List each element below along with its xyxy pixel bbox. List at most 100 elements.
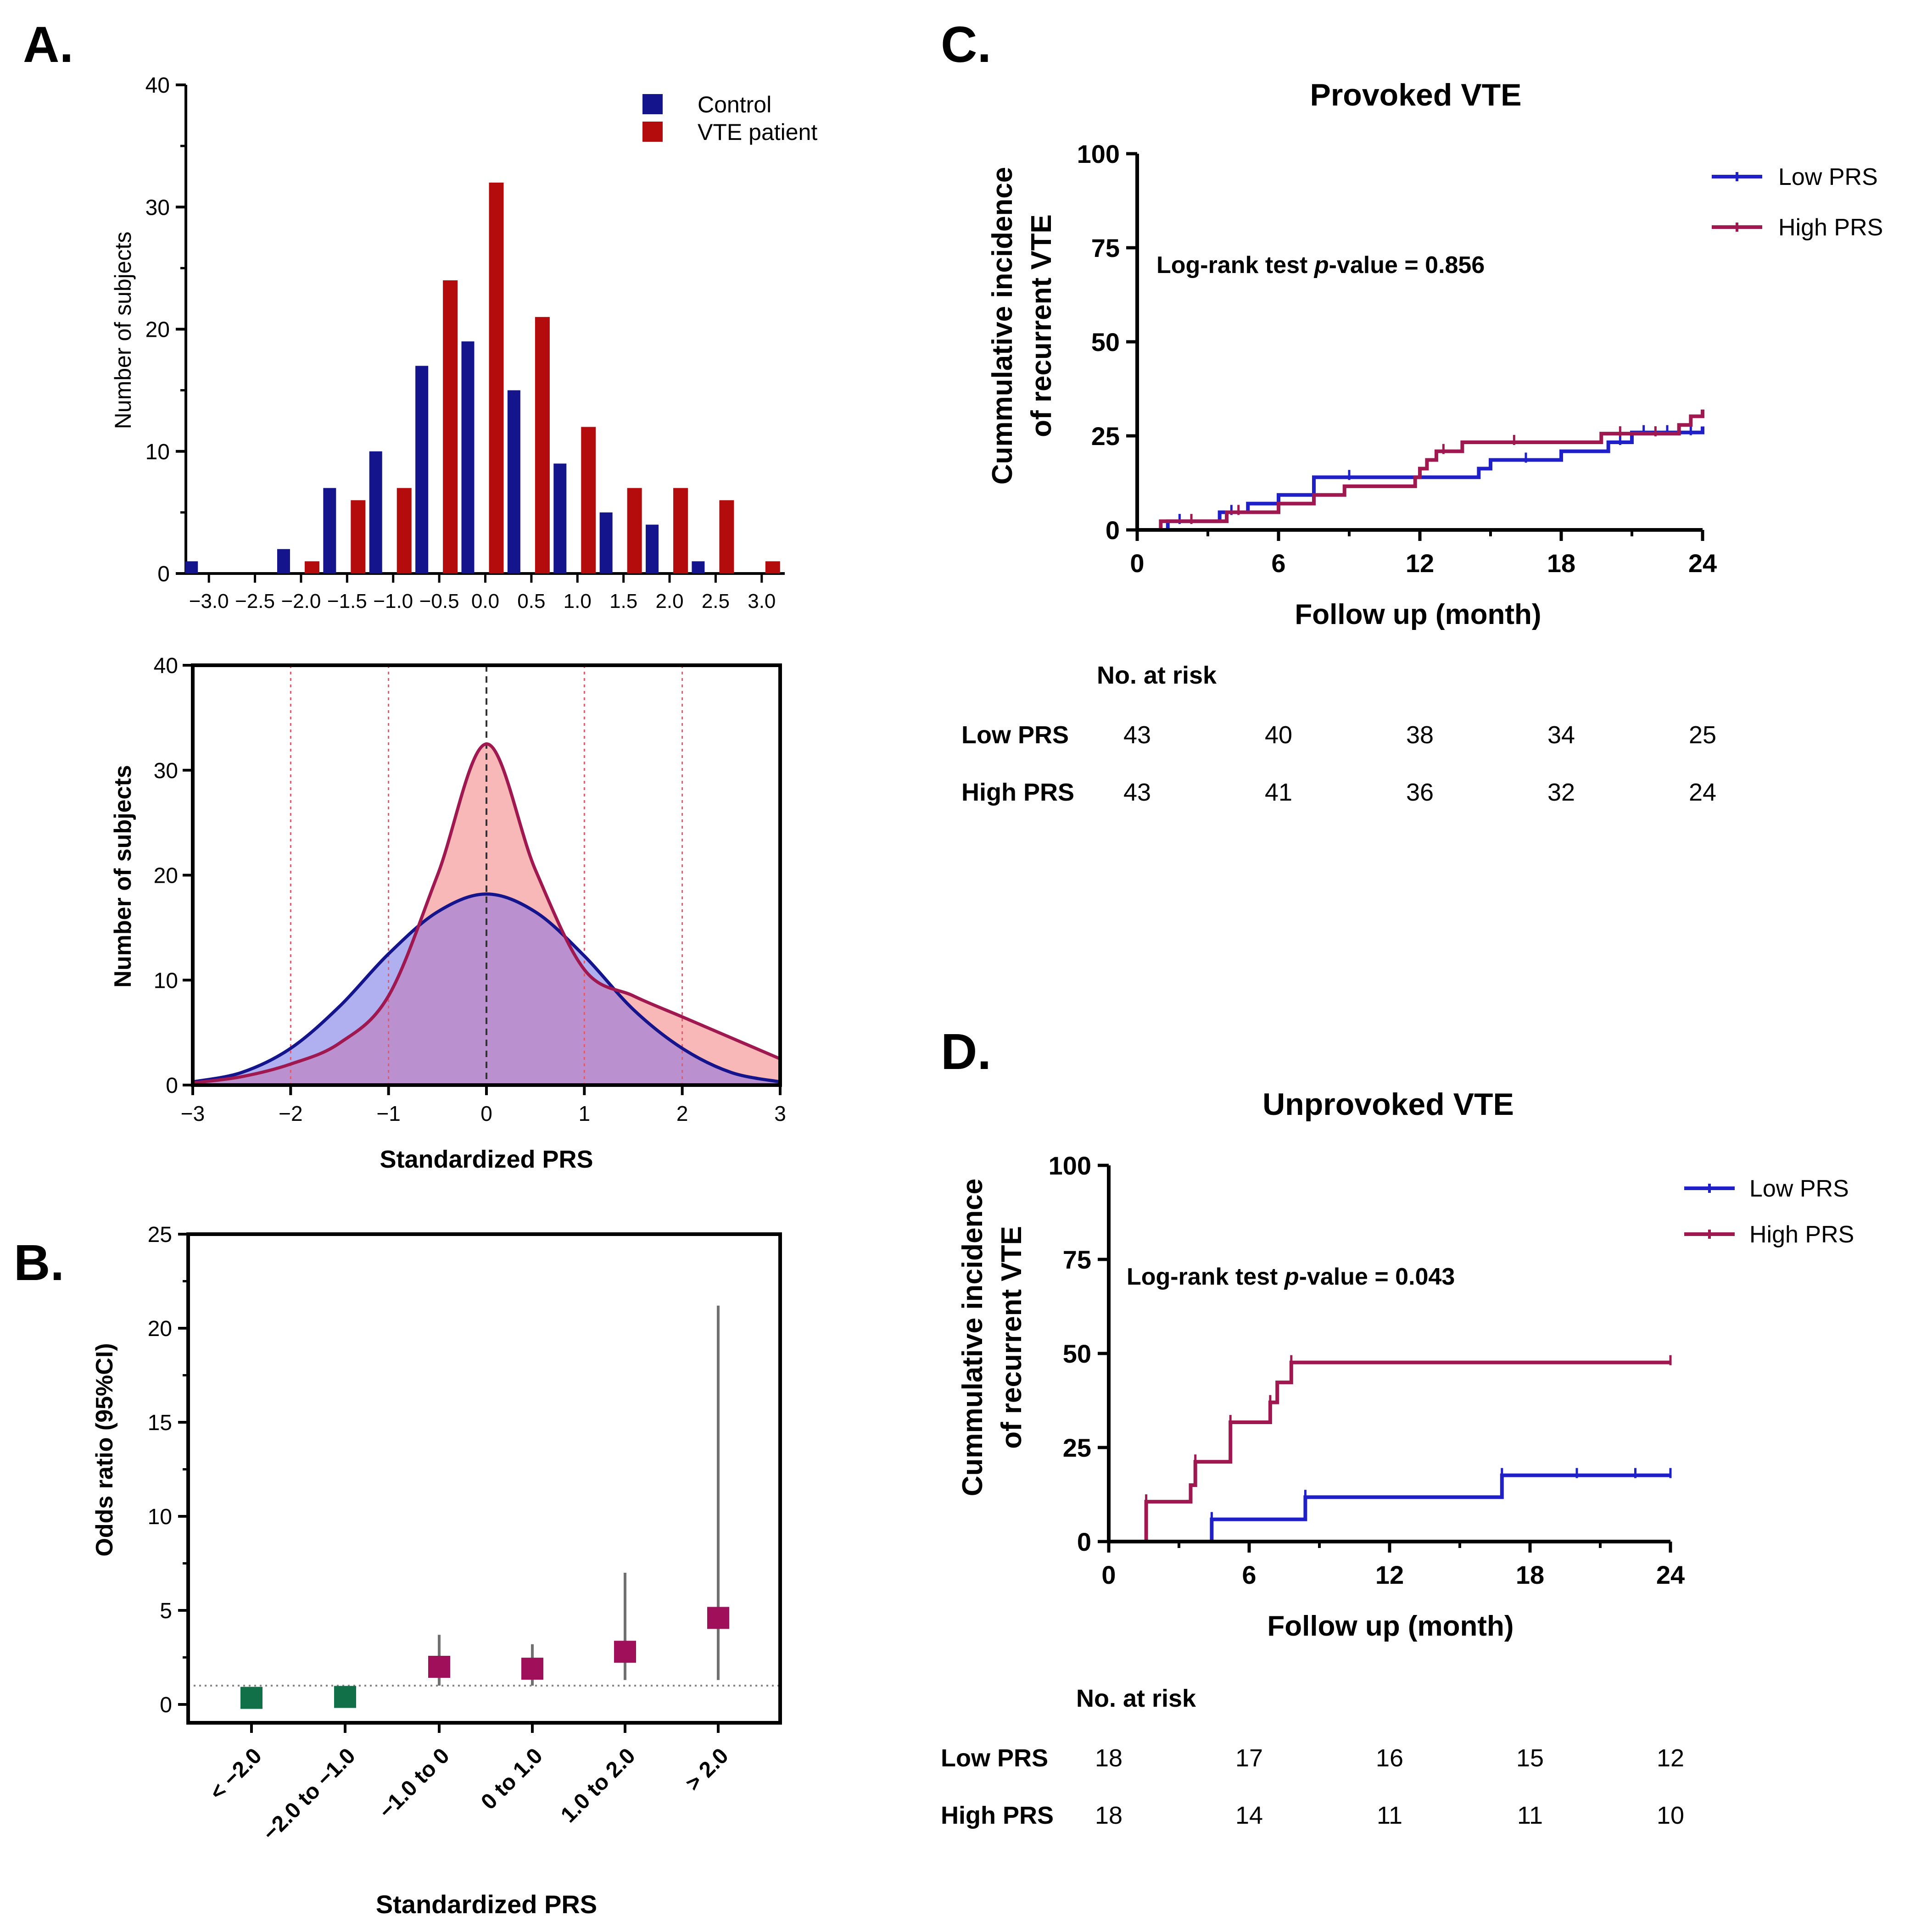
histogram-x-tick-label: −2.0 — [281, 590, 321, 612]
km-provoked-risk-label-high: High PRS — [961, 779, 1074, 806]
forest-or-marker — [240, 1687, 262, 1709]
km-unprovoked-y-tick-label: 50 — [1063, 1339, 1091, 1368]
forest-or-marker — [428, 1656, 450, 1678]
km-provoked-curve-low — [1137, 426, 1704, 532]
km-provoked-risk-value: 41 — [1265, 779, 1292, 806]
km-provoked-risk-value: 38 — [1406, 721, 1434, 749]
histogram-bar-control — [461, 341, 475, 573]
km-unprovoked-y-label-line2: of recurrent VTE — [996, 1226, 1028, 1449]
histogram-y-tick-label: 20 — [145, 318, 170, 342]
histogram-bar-control — [599, 512, 613, 573]
km-provoked-risk-value: 32 — [1547, 779, 1575, 806]
km-unprovoked-risk-value: 15 — [1516, 1744, 1544, 1772]
panel-letter-d: D. — [941, 1024, 991, 1080]
km-unprovoked-risk-value: 11 — [1517, 1802, 1543, 1829]
histogram-x-tick-label: −2.5 — [235, 590, 275, 612]
forest-y-tick-label: 25 — [148, 1223, 172, 1247]
km-unprovoked-legend-label-low: Low PRS — [1749, 1175, 1849, 1202]
density-x-tick-label: −1 — [376, 1102, 400, 1125]
density-curve-control — [192, 892, 781, 1084]
km-provoked-risk-value: 40 — [1265, 721, 1292, 749]
histogram-bar-vte — [581, 427, 596, 573]
km-provoked-x-tick-label: 18 — [1547, 549, 1575, 578]
km-unprovoked-risk-value: 11 — [1377, 1802, 1402, 1829]
km-unprovoked-risk-value: 14 — [1235, 1802, 1263, 1829]
km-unprovoked-logrank-prefix: Log-rank test — [1127, 1264, 1285, 1290]
km-unprovoked-risk-value: 18 — [1095, 1744, 1123, 1772]
histogram-bar-control — [692, 561, 705, 573]
histogram-bar-control — [323, 488, 336, 573]
km-provoked-logrank-prefix: Log-rank test — [1156, 252, 1314, 278]
density-plot: Number of subjects Standardized PRS 0102… — [110, 654, 786, 1173]
forest-or-marker — [707, 1607, 729, 1629]
km-provoked-legend-label-high: High PRS — [1778, 214, 1883, 241]
density-y-tick-label: 20 — [154, 864, 178, 888]
histogram-bar-vte — [535, 317, 550, 573]
km-provoked-curve-high — [1137, 409, 1704, 532]
km-provoked-risk-title: No. at risk — [1097, 662, 1217, 689]
km-provoked-y-tick-label: 100 — [1077, 139, 1120, 168]
density-y-tick-label: 10 — [154, 969, 178, 993]
km-provoked-y-tick-label: 75 — [1091, 234, 1120, 262]
histogram-x-tick-label: 1.5 — [609, 590, 637, 612]
forest-frame — [186, 1232, 782, 1725]
histogram-bar-vte — [627, 488, 642, 573]
legend-label-control: Control — [698, 92, 771, 117]
km-provoked-risk-value: 34 — [1547, 721, 1575, 749]
histogram-y-tick-label: 0 — [157, 562, 170, 586]
density-x-tick-label: −3 — [181, 1102, 205, 1125]
km-unprovoked-logrank: Log-rank test p-value = 0.043 — [1127, 1264, 1455, 1290]
km-unprovoked-x-label: Follow up (month) — [1267, 1610, 1513, 1642]
density-y-tick-label: 0 — [166, 1074, 178, 1098]
histogram-bar-vte — [397, 488, 412, 573]
density-x-tick-label: 3 — [774, 1102, 786, 1125]
km-unprovoked-risk-value: 16 — [1376, 1744, 1403, 1772]
km-unprovoked-y-tick-label: 0 — [1077, 1527, 1091, 1556]
histogram-x-tick-label: −0.5 — [419, 590, 459, 612]
km-unprovoked-risk-value: 18 — [1095, 1802, 1123, 1829]
histogram-bar-control — [185, 561, 198, 573]
km-provoked-risk-label-low: Low PRS — [961, 721, 1069, 749]
km-unprovoked-x-tick-label: 12 — [1375, 1560, 1404, 1589]
histogram-x-tick-label: −1.0 — [373, 590, 413, 612]
density-x-tick-label: −2 — [279, 1102, 302, 1125]
km-provoked-x-tick-label: 12 — [1406, 549, 1434, 578]
histogram-y-axis-label: Number of subjects — [110, 232, 136, 429]
histogram-x-tick-label: 3.0 — [748, 590, 776, 612]
km-provoked-x-tick-label: 6 — [1271, 549, 1285, 578]
km-unprovoked-plot: Unprovoked VTE Cummulative incidence of … — [941, 1087, 1854, 1829]
km-unprovoked-risk-label-high: High PRS — [941, 1802, 1054, 1829]
histogram-bar-vte — [489, 183, 504, 573]
km-provoked-y-tick-label: 50 — [1091, 328, 1120, 356]
km-provoked-logrank: Log-rank test p-value = 0.856 — [1156, 252, 1485, 278]
histogram-bar-control — [415, 366, 429, 573]
km-provoked-x-tick-label: 0 — [1130, 549, 1144, 578]
histogram-bar-control — [369, 451, 382, 573]
forest-or-marker — [614, 1641, 636, 1663]
histogram-x-tick-label: 0.0 — [471, 590, 499, 612]
histogram-y-tick-label: 10 — [145, 440, 170, 464]
km-unprovoked-x-tick-label: 6 — [1242, 1560, 1256, 1589]
km-provoked-legend-label-low: Low PRS — [1778, 164, 1878, 190]
histogram-bar-vte — [304, 561, 319, 573]
km-provoked-title: Provoked VTE — [1310, 78, 1521, 112]
forest-y-tick-label: 20 — [148, 1317, 172, 1341]
km-unprovoked-risk-value: 17 — [1235, 1744, 1263, 1772]
km-provoked-y-tick-label: 25 — [1091, 422, 1120, 451]
km-unprovoked-y-tick-label: 75 — [1063, 1245, 1091, 1274]
density-curve-vte — [192, 742, 781, 1085]
histogram-bar-vte — [673, 488, 688, 573]
panel-letter-c: C. — [941, 17, 991, 73]
legend-swatch-vte — [642, 122, 663, 142]
panel-letter-b: B. — [14, 1235, 64, 1291]
forest-y-axis-label: Odds ratio (95%CI) — [91, 1343, 118, 1556]
km-provoked-y-label-line2: of recurrent VTE — [1026, 214, 1057, 437]
legend-label-vte: VTE patient — [698, 119, 817, 145]
forest-y-tick-label: 10 — [148, 1505, 172, 1529]
histogram-y-tick-label: 40 — [145, 73, 170, 98]
km-provoked-risk-value: 24 — [1689, 779, 1716, 806]
density-x-tick-label: 0 — [480, 1102, 492, 1125]
forest-or-marker — [334, 1686, 356, 1708]
